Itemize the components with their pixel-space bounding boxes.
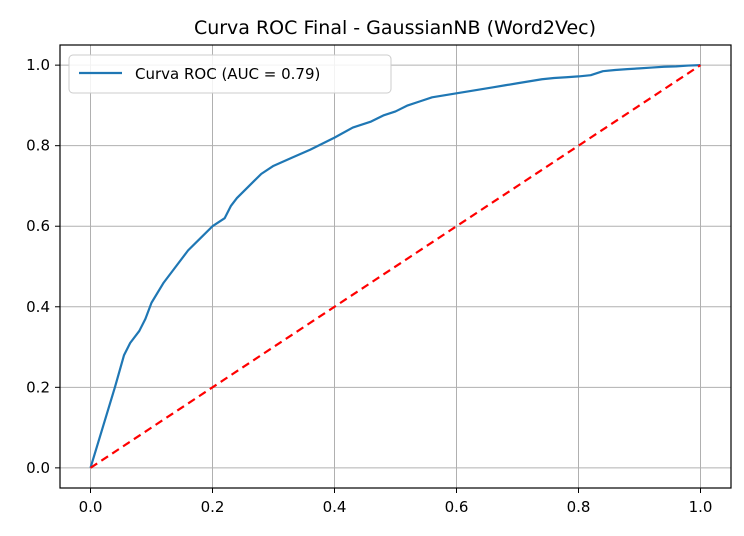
legend: Curva ROC (AUC = 0.79) xyxy=(68,54,392,94)
y-tick-label: 0.4 xyxy=(26,298,50,316)
x-tick-label: 0.6 xyxy=(445,498,469,516)
axis-ticks: 0.0 0.2 0.4 0.6 0.8 1.0 0.0 0.2 0.4 0.6 0.8 1.0 xyxy=(26,56,712,516)
x-tick-label: 1.0 xyxy=(689,498,713,516)
plot-frame xyxy=(59,44,732,489)
y-tick-label: 0.2 xyxy=(26,378,50,396)
y-tick-label: 0.0 xyxy=(26,459,50,477)
x-tick-label: 0.8 xyxy=(567,498,591,516)
roc-curve-line xyxy=(89,64,701,469)
y-tick-label: 0.8 xyxy=(26,137,50,155)
x-tick-label: 0.2 xyxy=(201,498,225,516)
diagonal-reference-line xyxy=(89,64,702,469)
series-layer xyxy=(89,64,702,469)
legend-box xyxy=(68,54,392,94)
y-tick-label: 0.6 xyxy=(26,217,50,235)
chart-title: Curva ROC Final - GaussianNB (Word2Vec) xyxy=(194,17,596,39)
legend-label: Curva ROC (AUC = 0.79) xyxy=(135,65,320,83)
y-tick-label: 1.0 xyxy=(26,56,50,74)
x-tick-label: 0.0 xyxy=(79,498,103,516)
x-tick-label: 0.4 xyxy=(323,498,347,516)
